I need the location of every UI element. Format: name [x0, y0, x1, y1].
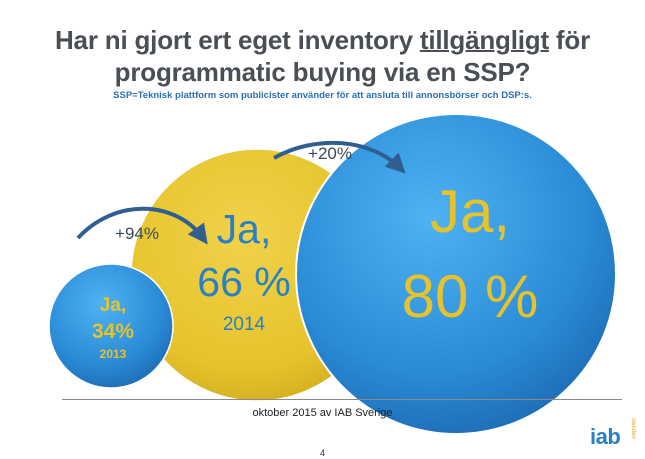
growth-arrow-2014-2015	[273, 140, 406, 174]
bubble-2013	[48, 263, 174, 389]
bubble-2015-value: 80 %	[402, 263, 539, 330]
title-underlined-word: tillgängligt	[419, 25, 549, 55]
bubble-2015-answer: Ja,	[430, 178, 510, 245]
title-line2: programmatic buying via en SSP?	[114, 57, 531, 87]
title-line1-start: Har ni gjort ert eget inventory	[54, 25, 420, 55]
bubble-2014-value: 66 %	[197, 259, 290, 305]
bubble-2014-answer: Ja,	[217, 206, 272, 252]
bubble-2013-value: 34%	[92, 320, 134, 343]
growth-label-2015: +20%	[308, 144, 352, 163]
growth-label-2014: +94%	[115, 224, 159, 243]
slide-title: Har ni gjort ert eget inventory tillgäng…	[20, 24, 625, 88]
growth-arrow-2013-2014	[76, 206, 208, 245]
bubble-2014-year: 2014	[223, 314, 266, 335]
title-line1-end: för	[548, 25, 590, 55]
logo-subtext: sweden	[630, 418, 636, 439]
page-number: 4	[319, 448, 325, 458]
logo-text: iab	[590, 424, 621, 449]
source-note: oktober 2015 av IAB Sverige	[252, 407, 393, 419]
bubble-2015	[295, 113, 617, 435]
bubble-2013-year: 2013	[100, 347, 127, 361]
iab-logo: iab sweden	[590, 418, 636, 454]
footer-divider	[62, 399, 622, 400]
ssp-definition: SSP=Teknisk plattform som publicister an…	[113, 90, 532, 101]
bubble-2013-answer: Ja,	[100, 295, 126, 316]
